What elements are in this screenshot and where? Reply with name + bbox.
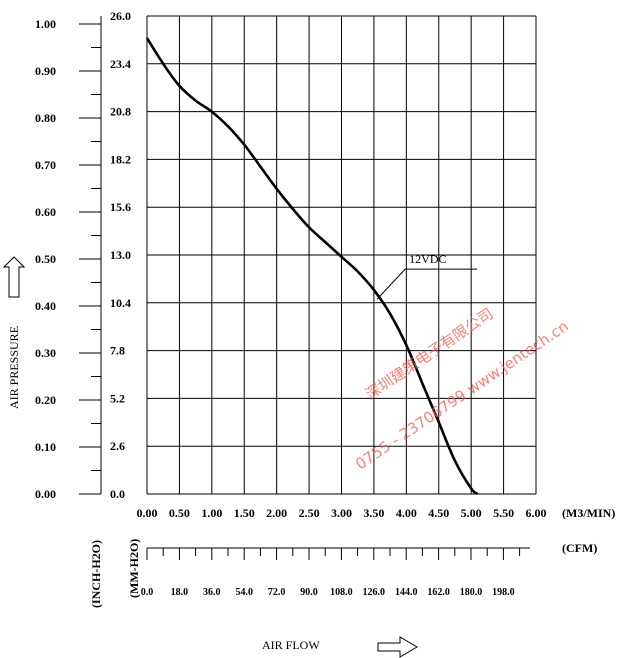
mm-tick-label: 7.8 <box>110 344 125 358</box>
x-tick-label: 4.50 <box>428 506 449 520</box>
inch-tick-label: 0.10 <box>35 440 56 454</box>
cfm-tick-label: 72.0 <box>268 587 286 598</box>
cfm-tick-label: 18.0 <box>171 587 189 598</box>
x-unit-label: (M3/MIN) <box>562 506 615 520</box>
inch-tick-label: 0.30 <box>35 346 56 360</box>
series-layer: 12VDC <box>145 37 479 496</box>
mm-tick-label: 15.6 <box>110 200 131 214</box>
x-tick-label: 0.00 <box>137 506 158 520</box>
x-tick-label: 3.00 <box>331 506 352 520</box>
x-tick-label: 2.00 <box>266 506 287 520</box>
inch-tick-label: 1.00 <box>35 17 56 31</box>
mm-tick-label: 18.2 <box>110 152 131 166</box>
mm-unit-label: (MM-H2O) <box>127 539 141 598</box>
mm-tick-label: 13.0 <box>110 248 131 262</box>
ylabel: AIR PRESSURE <box>7 326 21 409</box>
mm-tick-label: 26.0 <box>110 9 131 23</box>
mm-tick-label: 10.4 <box>110 296 131 310</box>
up-arrow-outline-icon <box>2 256 26 298</box>
x-tick-label: 4.00 <box>396 506 417 520</box>
cfm-tick-label: 162.0 <box>427 587 450 598</box>
inch-unit-label: (INCH-H2O) <box>89 540 103 608</box>
cfm-tick-label: 0.0 <box>141 587 154 598</box>
mm-h2o-axis: 0.0 2.6 5.2 7.8 10.4 13.0 15.6 18.2 20.8 23.4 26.0 <box>110 9 131 501</box>
cfm-tick-label: 180.0 <box>460 587 483 598</box>
mm-tick-label: 5.2 <box>110 391 125 405</box>
cfm-tick-label: 36.0 <box>203 587 221 598</box>
cfm-axis: 0.0 18.0 36.0 54.0 72.0 90.0 108.0 126.0 144.0 16… <box>141 547 530 598</box>
inch-tick-label: 0.20 <box>35 393 56 407</box>
x-tick-label: 1.50 <box>234 506 255 520</box>
inch-h2o-axis: 0.00 0.10 0.20 0.30 0.40 0.50 0.60 0.70 0.80 0.90… <box>35 16 102 501</box>
x-tick-label: 3.50 <box>363 506 384 520</box>
x-tick-label: 1.00 <box>201 506 222 520</box>
x-tick-label: 5.50 <box>493 506 514 520</box>
curve-label: 12VDC <box>409 252 446 266</box>
inch-tick-label: 0.60 <box>35 205 56 219</box>
curve-leader-line <box>376 268 478 300</box>
x-tick-label: 2.50 <box>299 506 320 520</box>
inch-tick-label: 0.90 <box>35 64 56 78</box>
right-arrow-outline-icon <box>377 636 418 658</box>
cfm-tick-label: 54.0 <box>235 587 253 598</box>
x-tick-label: 5.00 <box>461 506 482 520</box>
cfm-tick-label: 90.0 <box>300 587 318 598</box>
mm-tick-label: 2.6 <box>110 439 125 453</box>
cfm-tick-label: 144.0 <box>395 587 418 598</box>
chart-grid <box>146 15 537 495</box>
mm-tick-label: 0.0 <box>110 487 125 501</box>
cfm-tick-label: 108.0 <box>330 587 353 598</box>
series-12vdc-line <box>145 37 479 496</box>
mm-tick-label: 23.4 <box>110 57 131 71</box>
watermark: 深圳建策电子有限公司 0755 - 23706799 www.jentech.c… <box>352 305 572 474</box>
x-tick-label: 0.50 <box>169 506 190 520</box>
x-tick-label: 6.00 <box>526 506 547 520</box>
mm-tick-label: 20.8 <box>110 105 131 119</box>
inch-tick-label: 0.80 <box>35 111 56 125</box>
inch-tick-label: 0.70 <box>35 158 56 172</box>
inch-tick-label: 0.40 <box>35 299 56 313</box>
m3min-axis: 0.00 0.50 1.00 1.50 2.00 2.50 3.00 3.50 4.00 4.50… <box>137 506 547 520</box>
cfm-unit-label: (CFM) <box>562 541 597 555</box>
cfm-tick-label: 198.0 <box>492 587 515 598</box>
cfm-tick-label: 126.0 <box>363 587 386 598</box>
inch-tick-label: 0.50 <box>35 252 56 266</box>
xlabel: AIR FLOW <box>262 638 320 652</box>
inch-tick-label: 0.00 <box>35 487 56 501</box>
